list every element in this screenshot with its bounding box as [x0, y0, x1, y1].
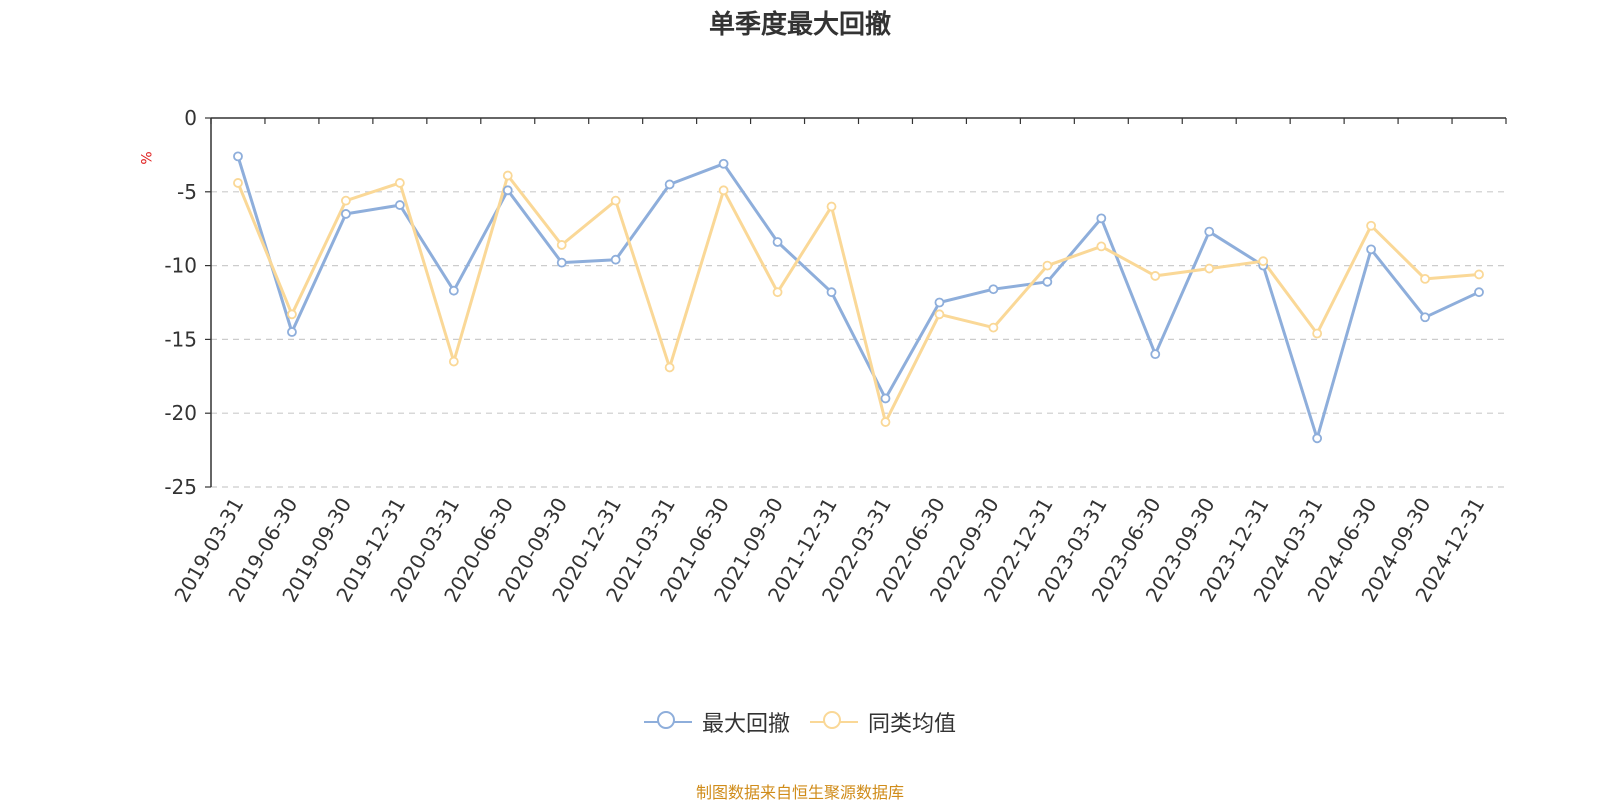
data-point[interactable]	[1096, 241, 1107, 252]
data-point[interactable]	[340, 209, 351, 219]
data-point[interactable]	[233, 178, 243, 188]
source-note: 制图数据来自恒生聚源数据库	[695, 783, 904, 802]
data-point[interactable]	[233, 151, 243, 162]
data-point[interactable]	[394, 200, 405, 210]
data-point[interactable]	[1420, 273, 1430, 284]
data-point[interactable]	[1420, 312, 1430, 323]
legend-label-peer-average: 同类均值	[868, 712, 957, 737]
y-tick-label: -15	[164, 327, 197, 351]
data-point[interactable]	[502, 170, 513, 181]
data-point[interactable]	[1474, 269, 1484, 280]
data-point[interactable]	[826, 287, 837, 298]
data-point[interactable]	[1204, 263, 1215, 274]
data-point[interactable]	[934, 309, 945, 320]
y-tick-label: -20	[164, 401, 197, 425]
data-point[interactable]	[1312, 328, 1323, 339]
data-point[interactable]	[1474, 287, 1484, 298]
legend-item-peer-average[interactable]: 同类均值	[810, 706, 956, 738]
data-point[interactable]	[988, 284, 999, 295]
data-point[interactable]	[1042, 276, 1053, 287]
y-tick-label: -5	[177, 180, 197, 204]
data-point[interactable]	[826, 201, 837, 212]
legend: 最大回撤 同类均值	[0, 706, 1600, 738]
data-point[interactable]	[1150, 349, 1161, 360]
data-point[interactable]	[718, 158, 729, 169]
data-point[interactable]	[664, 362, 675, 373]
axes: 0-5-10-15-20-252019-03-312019-06-302019-…	[164, 106, 1507, 606]
data-point[interactable]	[880, 393, 891, 404]
chart-title: 单季度最大回撤	[708, 10, 891, 40]
legend-swatch-max-drawdown	[643, 709, 692, 735]
data-point[interactable]	[1042, 260, 1053, 271]
data-point[interactable]	[556, 257, 567, 268]
data-point[interactable]	[1366, 220, 1377, 231]
data-point[interactable]	[340, 195, 351, 206]
data-point[interactable]	[988, 322, 999, 333]
data-point[interactable]	[772, 287, 783, 298]
data-point[interactable]	[394, 178, 405, 188]
data-point[interactable]	[1366, 244, 1377, 255]
data-point[interactable]	[556, 240, 567, 250]
y-axis-unit: %	[139, 151, 156, 165]
series-line-0	[236, 155, 1480, 440]
legend-swatch-peer-average	[810, 709, 858, 735]
data-point[interactable]	[610, 195, 621, 206]
data-point[interactable]	[502, 185, 513, 196]
legend-label-max-drawdown: 最大回撤	[701, 712, 790, 737]
data-point[interactable]	[718, 185, 729, 196]
y-tick-label: -10	[164, 254, 197, 278]
data-point[interactable]	[287, 309, 297, 320]
data-point[interactable]	[772, 237, 783, 247]
data-point[interactable]	[610, 254, 621, 265]
data-point[interactable]	[1312, 433, 1323, 444]
data-point[interactable]	[448, 285, 459, 296]
legend-item-max-drawdown[interactable]: 最大回撤	[643, 706, 790, 738]
data-point[interactable]	[664, 179, 675, 190]
data-point[interactable]	[1204, 226, 1215, 237]
data-point[interactable]	[448, 356, 459, 367]
series-lines	[233, 151, 1484, 444]
series-line-1	[236, 174, 1480, 424]
data-point[interactable]	[880, 417, 891, 427]
data-point[interactable]	[1150, 271, 1161, 281]
data-point[interactable]	[934, 297, 945, 308]
y-tick-label: 0	[184, 106, 197, 130]
y-tick-label: -25	[164, 475, 197, 499]
grid-lines	[211, 191, 1506, 488]
data-point[interactable]	[1096, 213, 1107, 224]
data-point[interactable]	[287, 327, 297, 337]
data-point[interactable]	[1258, 256, 1269, 267]
